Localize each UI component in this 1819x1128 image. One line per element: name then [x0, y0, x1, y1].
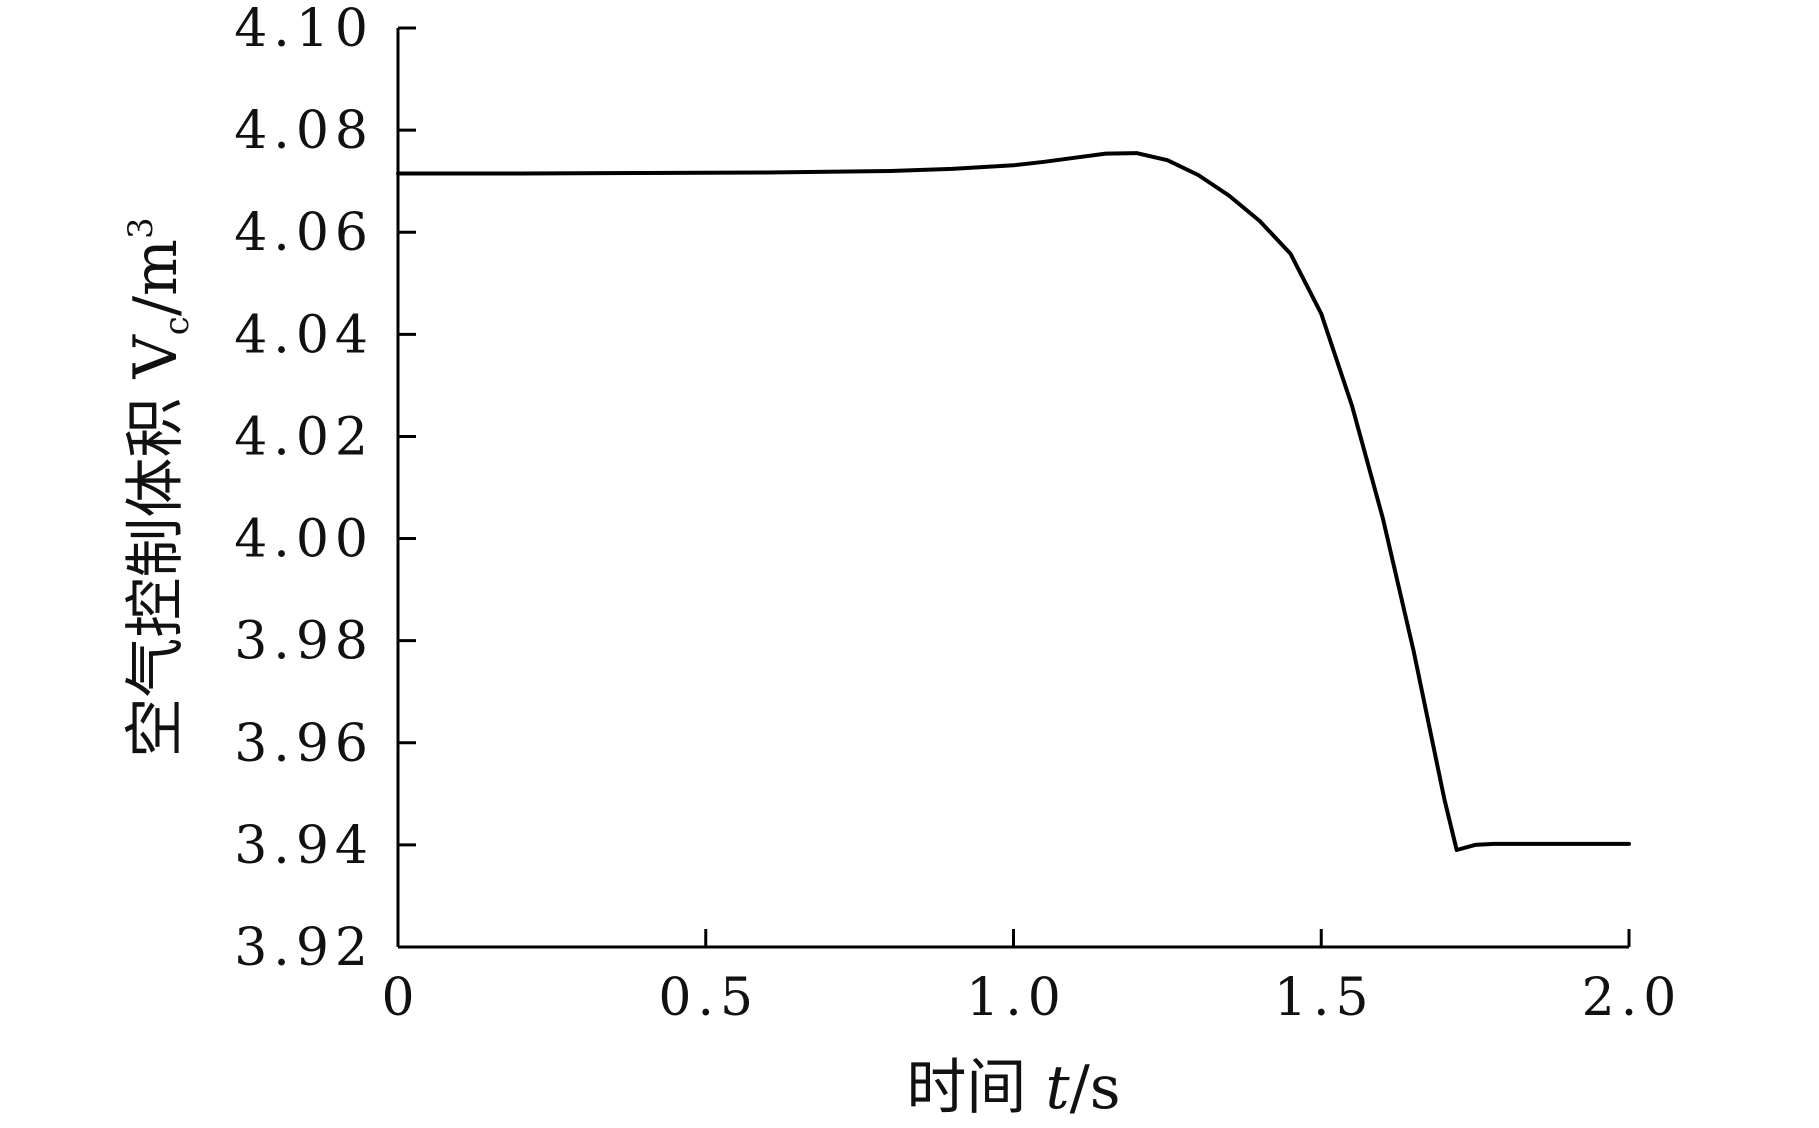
y-tick-label: 3.96 — [234, 714, 374, 774]
y-tick-label: 3.92 — [234, 918, 374, 978]
y-tick-label: 4.00 — [234, 510, 374, 570]
x-tick-label: 0.5 — [658, 968, 759, 1028]
y-tick-label: 3.98 — [234, 612, 374, 672]
series-layer — [396, 151, 1631, 852]
y-tick-label: 4.10 — [234, 0, 374, 59]
series-line — [396, 151, 1631, 852]
x-tick-label: 1.5 — [1274, 968, 1375, 1028]
y-tick-label: 3.94 — [234, 816, 374, 876]
x-tick-label: 2.0 — [1582, 968, 1683, 1028]
y-tick-label: 4.04 — [234, 305, 374, 365]
y-tick-label: 4.08 — [234, 101, 374, 161]
y-axis-title: 空气控制体积 Vc/m3 — [121, 217, 197, 757]
y-tick-label: 4.02 — [234, 407, 374, 467]
x-tick-label: 1.0 — [966, 968, 1067, 1028]
y-tick-label: 4.06 — [234, 203, 374, 263]
x-tick-label: 0 — [381, 968, 420, 1028]
x-axis-title: 时间 t/s — [906, 1053, 1120, 1123]
ticks: 3.92 3.94 3.96 3.98 4.00 4.02 4.04 4.06 4.08 4.10… — [234, 0, 1683, 1028]
